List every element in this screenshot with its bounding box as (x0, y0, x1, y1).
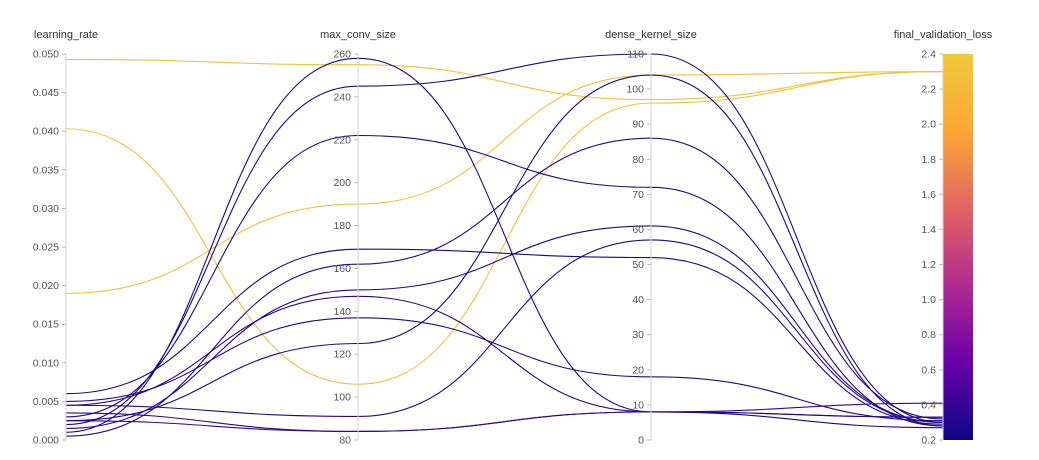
tick-label: 110 (627, 49, 644, 61)
tick-label: 0.8 (921, 329, 936, 341)
run-line-14[interactable] (65, 402, 944, 432)
axis-title: max_conv_size (320, 29, 396, 41)
tick-label: 1.0 (921, 294, 936, 306)
tick-label: 0.020 (33, 280, 59, 292)
tick-label: 2.4 (921, 49, 936, 61)
tick-label: 2.0 (921, 119, 936, 131)
run-line-1[interactable] (65, 58, 944, 101)
tick-label: 120 (333, 349, 351, 361)
run-line-5[interactable] (65, 53, 944, 426)
run-line-15[interactable] (65, 411, 944, 432)
tick-label: 0.050 (33, 49, 59, 61)
run-line-7[interactable] (65, 137, 944, 437)
run-line-8[interactable] (65, 248, 944, 425)
tick-label: 0.000 (33, 435, 59, 447)
tick-label: 0.040 (33, 126, 59, 138)
tick-label: 30 (632, 329, 644, 341)
axes: 0.000 0.005 0.010 0.015 0.020 0.025 0.030 0.035… (33, 29, 993, 447)
axis-dense-kernel-size[interactable]: 0 10 20 30 40 50 60 70 80 90 100 110 dense_kernel_si… (605, 29, 697, 447)
tick-label: 0 (638, 435, 644, 447)
tick-label: 80 (339, 435, 351, 447)
tick-label: 100 (333, 392, 351, 404)
tick-label: 0.045 (33, 87, 59, 99)
tick-label: 90 (632, 119, 644, 131)
run-line-11[interactable] (65, 317, 944, 422)
tick-label: 0.005 (33, 396, 59, 408)
axis-title: dense_kernel_size (605, 29, 697, 41)
tick-label: 10 (632, 399, 644, 411)
run-line-12[interactable] (65, 74, 944, 427)
tick-label: 1.4 (921, 224, 936, 236)
axis-title: final_validation_loss (894, 29, 993, 41)
tick-label: 0.035 (33, 164, 59, 176)
tick-label: 100 (626, 84, 644, 96)
run-line-10[interactable] (65, 225, 944, 429)
tick-label: 260 (333, 49, 351, 61)
tick-label: 0.015 (33, 319, 59, 331)
tick-label: 1.6 (921, 189, 936, 201)
axis-final-validation-loss[interactable]: 0.2 0.4 0.6 0.8 1.0 1.2 1.4 1.6 1.8 2.0 2.2 2.4 fina… (894, 29, 993, 447)
tick-label: 0.010 (33, 357, 59, 369)
tick-label: 240 (333, 91, 351, 103)
tick-label: 70 (632, 189, 644, 201)
tick-label: 140 (333, 306, 351, 318)
run-line-13[interactable] (65, 239, 944, 424)
run-line-4[interactable] (65, 57, 944, 433)
axis-title: learning_rate (34, 29, 98, 41)
tick-label: 200 (333, 177, 351, 189)
tick-label: 2.2 (921, 84, 936, 96)
tick-label: 160 (333, 263, 351, 275)
tick-label: 60 (632, 224, 644, 236)
tick-label: 50 (632, 259, 644, 271)
tick-label: 0.2 (921, 435, 936, 447)
run-line-6[interactable] (65, 134, 944, 427)
tick-label: 1.8 (921, 154, 936, 166)
axis-learning-rate[interactable]: 0.000 0.005 0.010 0.015 0.020 0.025 0.030 0.035… (33, 29, 98, 447)
color-scale-bar (943, 54, 973, 440)
run-line-2[interactable] (65, 70, 944, 385)
tick-label: 80 (632, 154, 644, 166)
tick-label: 20 (632, 364, 644, 376)
run-lines (65, 53, 944, 437)
tick-label: 0.4 (921, 399, 936, 411)
tick-label: 180 (333, 220, 351, 232)
tick-label: 40 (632, 294, 644, 306)
axis-max-conv-size[interactable]: 80 100 120 140 160 180 200 220 240 260 max_conv_si… (320, 29, 396, 447)
tick-label: 1.2 (921, 259, 936, 271)
tick-label: 0.6 (921, 364, 936, 376)
tick-label: 0.025 (33, 242, 59, 254)
run-line-3[interactable] (65, 70, 944, 294)
tick-label: 220 (333, 134, 351, 146)
tick-label: 0.030 (33, 203, 59, 215)
